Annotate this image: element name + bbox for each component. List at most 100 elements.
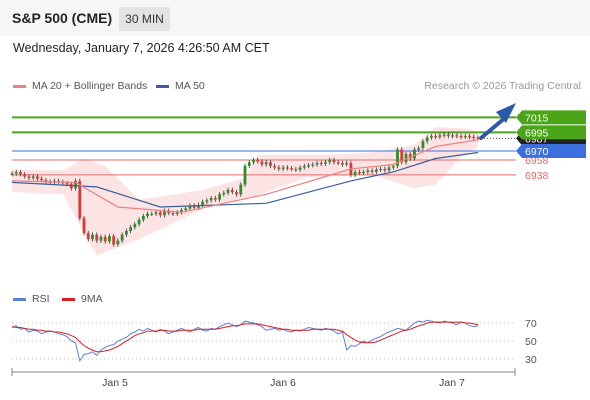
- candle-body: [167, 210, 171, 214]
- candle-body: [307, 165, 310, 167]
- candle-body: [277, 167, 281, 169]
- candle-body: [124, 230, 128, 235]
- candle-body: [78, 180, 82, 219]
- candle-body: [357, 171, 361, 174]
- interval-button[interactable]: 30 MIN: [119, 7, 170, 31]
- candle-body: [171, 213, 175, 215]
- ma50-line: [11, 151, 479, 208]
- candle-body: [256, 159, 260, 162]
- candle-body: [112, 236, 116, 245]
- legend-rsi-label: RSI: [32, 293, 50, 305]
- candle-body: [285, 167, 289, 169]
- candle-body: [438, 135, 442, 137]
- candle-body: [252, 159, 255, 163]
- level-tag-7015: [516, 110, 586, 125]
- candle-body: [218, 194, 221, 200]
- candle-body: [99, 236, 103, 241]
- candle-body: [201, 201, 205, 205]
- level-label-6970: 6970: [525, 146, 549, 158]
- candle-body: [290, 168, 293, 170]
- candle-body: [315, 162, 319, 165]
- rsi-tick-label-50: 50: [525, 336, 537, 348]
- candle-body: [396, 149, 399, 166]
- candle-body: [442, 134, 446, 136]
- candle-body: [44, 180, 48, 182]
- candle-body: [417, 148, 421, 150]
- candle-body: [319, 162, 323, 165]
- candle-body: [222, 192, 226, 195]
- level-tag-6970: [516, 144, 586, 159]
- candle-body: [463, 136, 467, 138]
- candle-body: [235, 192, 238, 195]
- candle-body: [150, 213, 154, 215]
- candle-body: [472, 136, 476, 139]
- candle-body: [65, 183, 69, 185]
- candle-body: [103, 236, 107, 242]
- legend-ma50: MA 50: [156, 80, 205, 92]
- legend-ma20-label: MA 20 + Bollinger Bands: [32, 80, 148, 92]
- candle-body: [366, 170, 370, 172]
- research-credit: Research © 2026 Trading Central: [424, 80, 581, 92]
- candle-body: [10, 173, 14, 175]
- candle-body: [468, 136, 471, 138]
- candle-body: [264, 162, 268, 165]
- candle-body: [400, 149, 404, 163]
- rsi-ma-swatch-icon: [62, 297, 75, 301]
- candle-body: [328, 159, 332, 163]
- candle-body: [404, 154, 408, 163]
- header-bar: S&P 500 (CME) 30 MIN: [0, 0, 590, 36]
- candle-body: [14, 171, 18, 174]
- candle-body: [451, 135, 454, 137]
- level-label-7015: 7015: [525, 112, 549, 124]
- candle-body: [387, 167, 391, 171]
- instrument-title: S&P 500 (CME): [12, 10, 113, 26]
- candle-body: [455, 135, 459, 137]
- candle-body: [141, 216, 145, 220]
- candle-body: [298, 167, 302, 170]
- candle-body: [302, 165, 306, 168]
- candle-body: [370, 170, 374, 172]
- candle-body: [269, 162, 272, 166]
- candle-body: [120, 234, 124, 241]
- candle-body: [95, 234, 99, 241]
- legend-rsi: RSI: [13, 293, 50, 305]
- candle-body: [430, 136, 433, 138]
- candle-body: [137, 219, 141, 225]
- candle-body: [226, 189, 230, 193]
- candle-body: [40, 178, 44, 181]
- candle-body: [247, 162, 251, 166]
- candle-body: [413, 149, 416, 159]
- candle-body: [353, 171, 357, 175]
- candle-body: [129, 227, 133, 231]
- candle-body: [294, 168, 298, 171]
- legend-ma20: MA 20 + Bollinger Bands: [13, 80, 147, 92]
- legend-rsi-ma-label: 9MA: [81, 293, 103, 305]
- level-label-6938: 6938: [525, 170, 549, 182]
- candle-body: [239, 184, 243, 195]
- candle-body: [408, 154, 412, 159]
- candle-body: [209, 198, 213, 201]
- candle-body: [197, 204, 200, 208]
- time-tick-label: Jan 6: [270, 377, 296, 389]
- candle-body: [362, 171, 366, 174]
- candle-body: [281, 167, 285, 169]
- candle-body: [311, 164, 315, 166]
- level-label-6958: 6958: [525, 155, 549, 167]
- forecast-arrow-shaft: [479, 115, 508, 140]
- candle-body: [374, 169, 378, 172]
- candle-body: [108, 236, 111, 242]
- time-tick-label: Jan 5: [102, 377, 128, 389]
- legend-rsi-ma: 9MA: [62, 293, 103, 305]
- candle-body: [184, 208, 188, 211]
- candle-body: [91, 234, 94, 240]
- candle-body: [116, 240, 120, 245]
- candle-body: [379, 168, 382, 171]
- candle-body: [336, 162, 340, 164]
- candle-body: [36, 176, 39, 179]
- candle-body: [180, 210, 183, 213]
- level-label-6995: 6995: [525, 127, 549, 139]
- candle-body: [434, 136, 438, 138]
- candle-body: [425, 137, 429, 142]
- candle-body: [163, 210, 166, 216]
